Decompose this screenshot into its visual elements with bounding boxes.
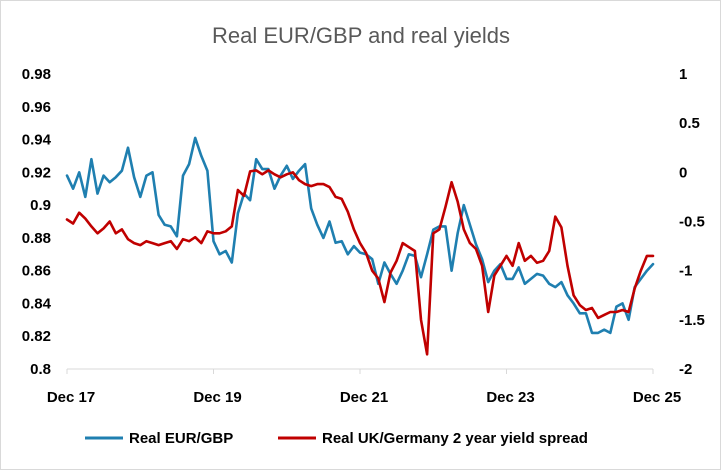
- left-tick-label: 0.86: [22, 263, 51, 280]
- left-tick-label: 0.92: [22, 164, 51, 181]
- right-axis: 1 0.5 0 -0.5 -1 -1.5 -2: [679, 66, 705, 378]
- right-tick-label: 1: [679, 66, 687, 83]
- left-tick-label: 0.8: [30, 361, 51, 378]
- right-tick-label: -2: [679, 361, 692, 378]
- x-tick-label: Dec 23: [486, 389, 534, 406]
- left-tick-label: 0.94: [22, 132, 52, 149]
- right-tick-label: 0.5: [679, 115, 700, 132]
- left-tick-label: 0.98: [22, 66, 51, 83]
- left-tick-label: 0.82: [22, 328, 51, 345]
- series-lines: [65, 136, 655, 356]
- left-axis: 0.98 0.96 0.94 0.92 0.9 0.88 0.86 0.84 0.82 0.8: [22, 66, 52, 378]
- series-line-real-eur-gbp: [65, 136, 655, 335]
- x-tick-label: Dec 21: [340, 389, 388, 406]
- left-tick-label: 0.96: [22, 99, 51, 116]
- x-axis: Dec 17 Dec 19 Dec 21 Dec 23 Dec 25: [47, 369, 681, 406]
- x-tick-label: Dec 19: [193, 389, 241, 406]
- left-tick-label: 0.88: [22, 230, 51, 247]
- chart-title: Real EUR/GBP and real yields: [212, 23, 510, 48]
- right-tick-label: -0.5: [679, 214, 705, 231]
- legend: Real EUR/GBP Real UK/Germany 2 year yield…: [85, 430, 588, 447]
- right-tick-label: -1.5: [679, 312, 705, 329]
- x-tick-label: Dec 17: [47, 389, 95, 406]
- x-tick-label: Dec 25: [633, 389, 681, 406]
- left-tick-label: 0.9: [30, 197, 51, 214]
- right-tick-label: -1: [679, 263, 692, 280]
- right-tick-label: 0: [679, 164, 687, 181]
- series-line-yield-spread: [65, 169, 655, 356]
- legend-label: Real UK/Germany 2 year yield spread: [322, 430, 588, 447]
- legend-label: Real EUR/GBP: [129, 430, 233, 447]
- left-tick-label: 0.84: [22, 295, 52, 312]
